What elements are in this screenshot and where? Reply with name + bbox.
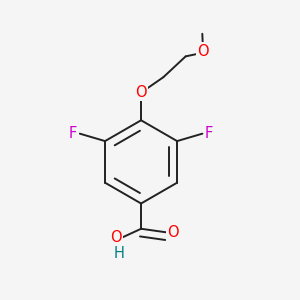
Text: F: F xyxy=(69,126,77,141)
Text: O: O xyxy=(197,44,209,59)
Text: O: O xyxy=(135,85,147,100)
Text: F: F xyxy=(205,126,213,141)
Text: O: O xyxy=(110,230,122,245)
Text: O: O xyxy=(167,225,179,240)
Text: H: H xyxy=(113,246,124,261)
